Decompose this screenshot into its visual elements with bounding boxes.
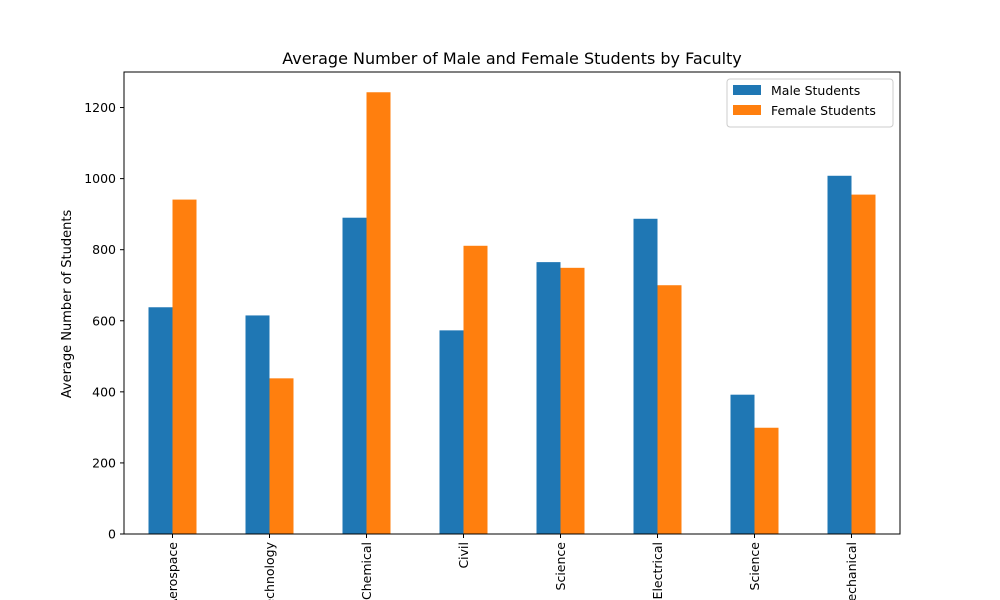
bar-female-4 <box>560 267 585 534</box>
y-axis: 0 200 400 600 800 1000 1200 <box>84 100 124 542</box>
y-tick-label-4: 800 <box>92 242 116 257</box>
x-tick-label-2: Chemical <box>359 542 374 600</box>
bar-male-6 <box>730 394 755 534</box>
legend-swatch-0 <box>733 85 761 95</box>
y-tick-label-2: 400 <box>92 384 116 399</box>
legend-swatch-1 <box>733 105 761 115</box>
plot-frame <box>123 71 901 535</box>
bar-male-3 <box>439 330 464 534</box>
legend: Male Students Female Students <box>726 78 894 128</box>
x-tick-label-0: Aerospace <box>165 542 180 600</box>
x-tick-label-5: Electrical <box>650 542 665 599</box>
bar-female-2 <box>366 92 391 534</box>
x-tick-label-3: Civil <box>456 542 471 569</box>
bar-male-5 <box>633 218 658 534</box>
x-axis: Aerospace Technology Chemical Civil Science E… <box>165 534 859 600</box>
x-tick-label-6: Science <box>747 542 762 591</box>
x-tick-label-7: Mechanical <box>844 542 859 600</box>
y-tick-label-1: 200 <box>92 455 116 470</box>
chart-title: Average Number of Male and Female Studen… <box>282 49 742 68</box>
bar-male-2 <box>342 217 367 534</box>
x-tick-label-1: Technology <box>262 541 277 600</box>
x-tick-label-4: Science <box>553 542 568 591</box>
bar-male-0 <box>148 307 173 534</box>
bar-male-7 <box>827 175 852 534</box>
y-axis-label: Average Number of Students <box>60 210 75 399</box>
legend-label-0: Male Students <box>771 83 860 98</box>
y-tick-label-0: 0 <box>108 527 116 542</box>
bar-female-6 <box>754 427 779 534</box>
bar-male-4 <box>536 262 561 534</box>
bar-female-1 <box>269 378 294 534</box>
legend-label-1: Female Students <box>771 103 876 118</box>
bars-group <box>148 92 876 535</box>
legend-box <box>726 78 894 128</box>
bar-female-0 <box>172 199 197 535</box>
bar-female-3 <box>463 245 488 534</box>
bar-male-1 <box>245 315 270 534</box>
bar-female-7 <box>851 194 876 534</box>
y-tick-label-3: 600 <box>92 313 116 328</box>
y-tick-label-5: 1000 <box>84 171 116 186</box>
bar-female-5 <box>657 285 682 534</box>
y-tick-label-6: 1200 <box>84 100 116 115</box>
